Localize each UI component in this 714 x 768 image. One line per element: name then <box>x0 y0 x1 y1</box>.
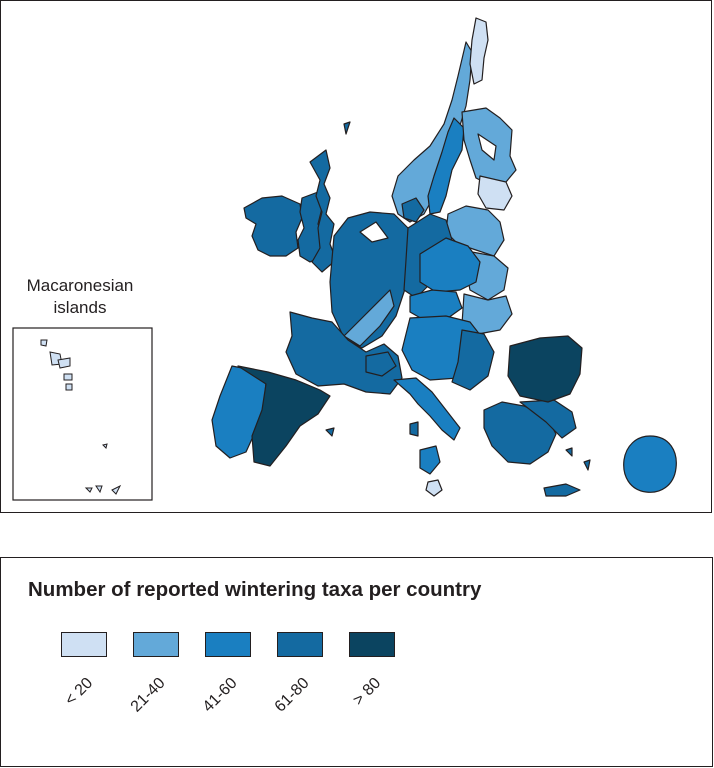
region-switzerland <box>365 351 397 377</box>
inset-frame <box>12 327 153 501</box>
region-aegean-islands <box>565 447 573 457</box>
region-balkans <box>483 401 557 465</box>
island-canary-3 <box>95 485 103 494</box>
island-azores-3 <box>57 357 71 369</box>
region-cyprus <box>623 435 677 493</box>
legend-swatch-3 <box>277 632 323 657</box>
legend-frame <box>0 557 713 767</box>
island-madeira-1 <box>63 373 73 381</box>
region-crete <box>583 459 591 471</box>
region-norway <box>391 41 473 223</box>
island-canary-2 <box>84 487 93 493</box>
island-canary-4 <box>111 484 122 495</box>
region-denmark <box>401 197 425 223</box>
region-lake-ladoga <box>477 133 497 161</box>
inset-title: Macaronesian islands <box>0 275 160 319</box>
region-iceland <box>243 195 303 257</box>
legend-swatch-4 <box>349 632 395 657</box>
region-italy <box>393 377 461 441</box>
region-czechia <box>409 289 463 321</box>
island-madeira-2 <box>65 383 73 391</box>
legend-swatch-1 <box>133 632 179 657</box>
region-luxembourg <box>343 289 395 347</box>
legend-swatch-0 <box>61 632 107 657</box>
island-azores-1 <box>40 339 48 347</box>
region-romania <box>451 329 495 391</box>
region-malta <box>425 479 443 497</box>
region-netherlands-belgium <box>329 211 411 349</box>
region-turkey <box>507 335 583 403</box>
region-spain <box>237 365 331 467</box>
legend-swatch-2 <box>205 632 251 657</box>
region-svalbard <box>469 17 489 85</box>
region-balearic-islands <box>325 427 335 437</box>
region-poland <box>419 237 481 293</box>
region-finland-south <box>477 175 513 211</box>
legend-title: Number of reported wintering taxa per co… <box>28 578 482 601</box>
region-sweden <box>427 117 465 215</box>
region-svalbard-islet <box>343 121 351 135</box>
inset-title-line1: Macaronesian <box>26 276 134 295</box>
region-frisia <box>359 221 389 243</box>
region-greece-islands <box>543 483 581 497</box>
inset-title-line2: islands <box>53 298 107 317</box>
region-sardinia <box>419 445 441 475</box>
macaronesian-inset <box>12 327 153 501</box>
region-corsica <box>409 421 419 437</box>
island-canary-1 <box>102 443 108 449</box>
europe-map <box>12 17 677 501</box>
